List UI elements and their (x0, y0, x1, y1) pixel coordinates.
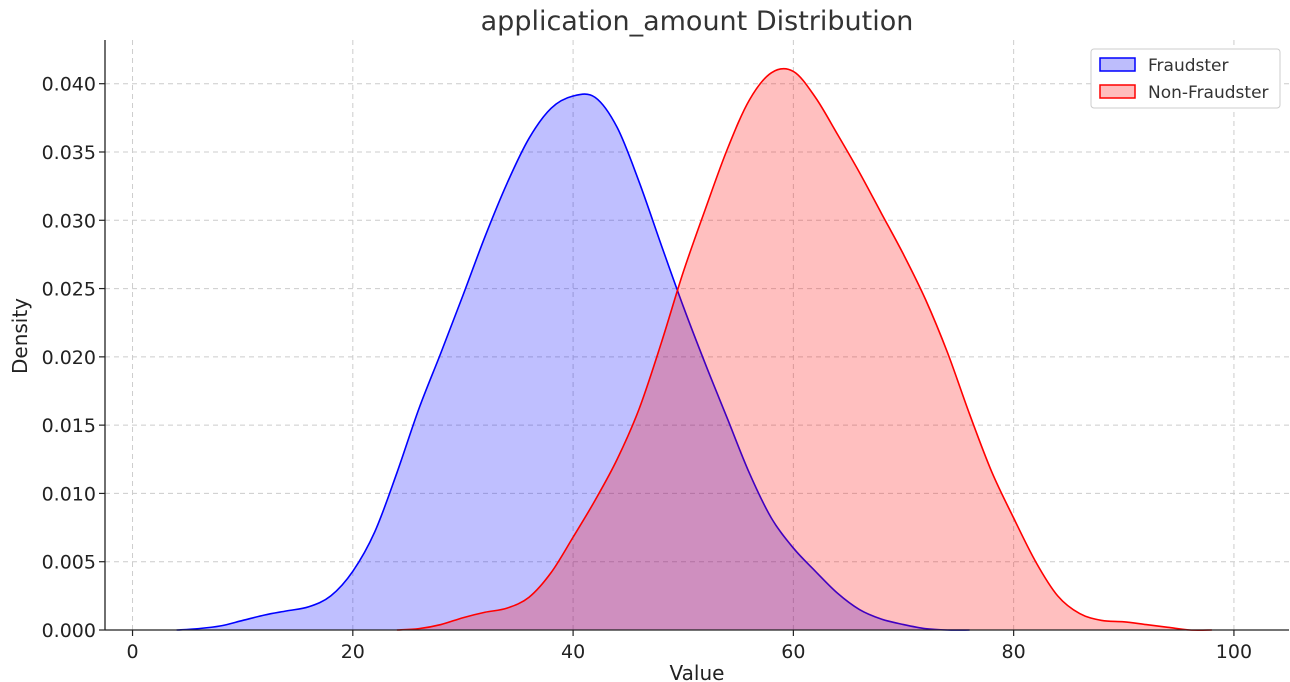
series-line-non-fraudster (396, 67, 1212, 632)
x-axis-label: Value (670, 661, 725, 682)
x-tick-label: 100 (1216, 641, 1252, 663)
series-area-fraudster (176, 94, 970, 631)
legend-label-non-fraudster: Non-Fraudster (1148, 83, 1269, 103)
y-tick-label: 0.030 (42, 210, 96, 232)
tick-labels: 0 20 40 60 80 100 0.000 0.005 0.010 0.015 0.020 0.0… (42, 74, 1252, 663)
x-tick-label: 40 (561, 641, 585, 663)
series-line-fraudster (176, 93, 970, 631)
axes (99, 40, 1289, 636)
x-tick-label: 60 (781, 641, 805, 663)
y-tick-label: 0.035 (42, 142, 96, 164)
y-tick-label: 0.010 (42, 483, 96, 505)
y-tick-label: 0.005 (42, 552, 96, 574)
chart-title: application_amount Distribution (481, 6, 914, 37)
y-axis-label: Density (8, 298, 32, 374)
y-tick-label: 0.000 (42, 620, 96, 642)
series-areas (176, 67, 1212, 632)
x-tick-label: 0 (126, 641, 138, 663)
x-tick-label: 80 (1002, 641, 1026, 663)
y-tick-label: 0.020 (42, 347, 96, 369)
y-tick-label: 0.015 (42, 415, 96, 437)
legend-label-fraudster: Fraudster (1148, 56, 1228, 76)
legend-swatch-non-fraudster (1099, 84, 1136, 99)
legend-swatch-fraudster (1099, 57, 1136, 72)
y-tick-label: 0.040 (42, 74, 96, 96)
legend: Fraudster Non-Fraudster (1090, 48, 1281, 109)
legend-box (1090, 48, 1281, 109)
series-area-non-fraudster (396, 68, 1212, 631)
x-tick-label: 20 (341, 641, 365, 663)
y-tick-label: 0.025 (42, 279, 96, 301)
